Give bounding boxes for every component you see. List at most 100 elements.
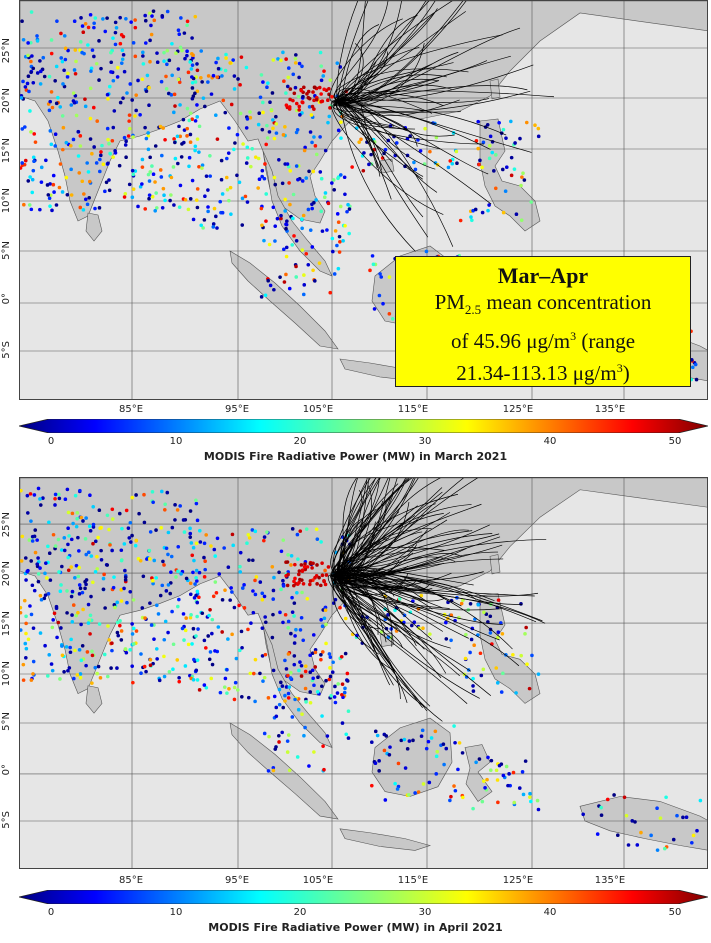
fire-point [29,207,34,212]
fire-point [494,768,499,773]
fire-point [471,806,475,811]
fire-point [272,575,276,580]
fire-point [311,268,315,273]
fire-point [201,96,206,100]
fire-point [66,526,70,531]
fire-point [387,275,392,279]
fire-point [58,105,63,109]
fire-point [138,184,143,189]
fire-point [281,50,285,55]
fire-point [97,508,102,513]
fire-point [110,648,114,653]
fire-point [301,94,305,99]
fire-point [281,620,285,625]
fire-point [235,688,240,692]
fire-point [142,520,147,525]
fire-point [92,25,96,30]
fire-point [280,181,285,186]
fire-point [157,678,162,683]
fire-point [73,93,78,98]
fire-point [107,638,111,642]
landmass [489,554,501,575]
fire-point [190,86,195,90]
fire-point [90,653,95,658]
fire-point [190,36,194,40]
fire-point [115,630,120,635]
fire-point [117,163,122,168]
fire-point [300,100,305,104]
fire-point [176,544,181,549]
fire-point [283,658,287,663]
fire-point [193,91,197,96]
fire-point [292,641,297,645]
fire-point [215,226,219,230]
annotation-line-1-pre: PM [434,290,465,314]
fire-point [195,518,200,523]
fire-point [190,117,195,121]
fire-point [291,192,296,197]
fire-point [284,254,289,259]
fire-point [148,530,153,534]
fire-point [332,187,337,192]
fire-point [133,543,138,548]
fire-point [130,622,134,626]
fire-point [179,16,183,20]
fire-point [76,130,81,134]
fire-point [105,16,109,20]
fire-point [179,155,184,159]
fire-point [426,739,431,744]
cbar-tick-30-2: 30 [418,907,432,918]
fire-point [314,198,318,202]
fire-point [195,614,199,619]
fire-point [48,99,53,104]
fire-point [327,652,332,656]
fire-point [46,544,50,549]
fire-point [127,119,131,123]
fire-point [85,650,90,654]
fire-point [156,612,161,616]
fire-point [533,123,537,127]
lat-label-25n: 25°N [1,38,12,64]
fire-point [45,674,50,678]
fire-point [223,68,228,73]
fire-point [103,606,107,610]
trajectory-line [337,478,380,577]
fire-point [408,134,412,138]
fire-point [291,72,296,77]
cbar-tick-10-2: 10 [169,907,183,918]
fire-point [335,243,339,248]
fire-point [536,126,541,131]
fire-point [188,592,193,597]
fire-point [318,170,323,174]
fire-point [31,168,36,173]
fire-point [263,293,268,298]
fire-point [65,611,69,615]
fire-point [449,794,453,799]
fire-point [387,312,392,316]
fire-point [119,588,124,592]
fire-point [195,89,200,94]
fire-point [338,239,342,244]
fire-point [120,57,125,62]
trajectory-line [337,43,364,102]
fire-point [107,84,112,89]
fire-point [331,178,336,182]
fire-point [148,601,152,605]
fire-point [55,19,59,23]
fire-point [38,207,42,212]
fire-point [346,736,351,740]
fire-point [44,561,48,565]
fire-point [291,216,295,221]
fire-point [90,649,94,654]
fire-point [241,142,245,146]
fire-point [58,162,63,166]
fire-point [162,674,167,679]
fire-point [99,557,104,562]
fire-point [421,626,425,631]
fire-point [223,110,228,115]
fire-point [119,599,124,603]
fire-point [60,114,65,118]
fire-point [302,273,306,277]
fire-point [308,582,312,587]
trajectory-line [337,1,369,102]
